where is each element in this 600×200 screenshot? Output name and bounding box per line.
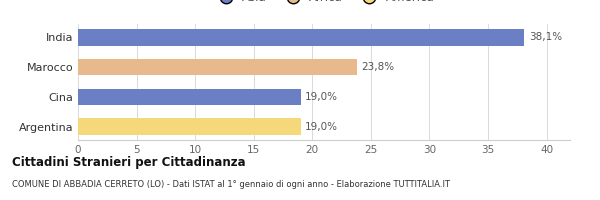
Bar [78, 118, 301, 135]
Bar [78, 29, 524, 46]
Text: Cittadini Stranieri per Cittadinanza: Cittadini Stranieri per Cittadinanza [12, 156, 245, 169]
Text: 38,1%: 38,1% [529, 32, 562, 42]
Text: 19,0%: 19,0% [305, 92, 338, 102]
Text: 23,8%: 23,8% [361, 62, 395, 72]
Legend: Asia, Africa, America: Asia, Africa, America [209, 0, 439, 9]
Bar [78, 59, 357, 75]
Text: 19,0%: 19,0% [305, 122, 338, 132]
Text: COMUNE DI ABBADIA CERRETO (LO) - Dati ISTAT al 1° gennaio di ogni anno - Elabora: COMUNE DI ABBADIA CERRETO (LO) - Dati IS… [12, 180, 450, 189]
Bar [78, 89, 301, 105]
